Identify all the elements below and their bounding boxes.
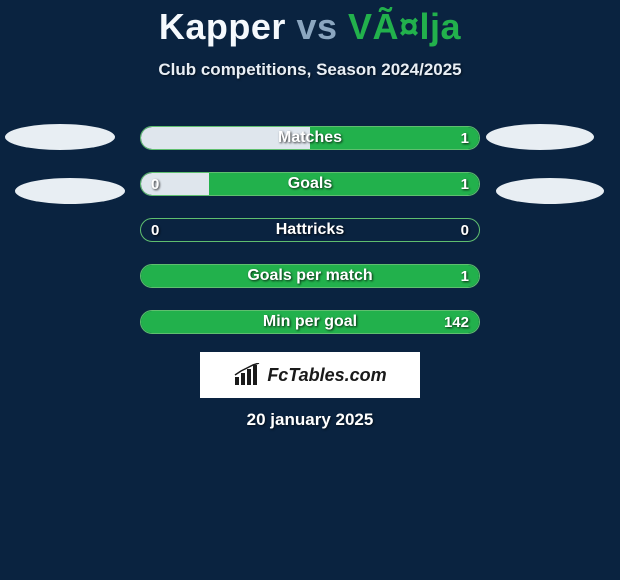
- player2-name: VÃ¤lja: [348, 6, 461, 47]
- stat-row: 01Goals: [140, 172, 480, 196]
- player2-value: 0: [461, 219, 469, 241]
- player1-value: 0: [151, 219, 159, 241]
- decorative-ellipse: [15, 178, 125, 204]
- comparison-title: Kapper vs VÃ¤lja: [0, 0, 620, 48]
- stat-row: 1Matches: [140, 126, 480, 150]
- player2-fill: [310, 127, 479, 149]
- bar-chart-icon: [233, 363, 261, 387]
- player2-fill: [209, 173, 479, 195]
- player2-fill: [141, 311, 479, 333]
- decorative-ellipse: [486, 124, 594, 150]
- subtitle: Club competitions, Season 2024/2025: [0, 60, 620, 80]
- stat-row: 0 0Hattricks: [140, 218, 480, 242]
- stat-row: 1Goals per match: [140, 264, 480, 288]
- stat-label: Hattricks: [141, 219, 479, 241]
- stat-rows: 1Matches 01Goals 0 0Hattricks 1Goals per mat…: [140, 126, 480, 356]
- player1-name: Kapper: [159, 6, 286, 47]
- player1-fill: [141, 127, 310, 149]
- decorative-ellipse: [496, 178, 604, 204]
- logo-text: FcTables.com: [267, 365, 386, 386]
- player1-fill: [141, 173, 209, 195]
- player2-fill: [141, 265, 479, 287]
- stat-row: 142Min per goal: [140, 310, 480, 334]
- vs-separator: vs: [296, 6, 337, 47]
- decorative-ellipse: [5, 124, 115, 150]
- fctables-logo: FcTables.com: [200, 352, 420, 398]
- snapshot-date: 20 january 2025: [0, 410, 620, 430]
